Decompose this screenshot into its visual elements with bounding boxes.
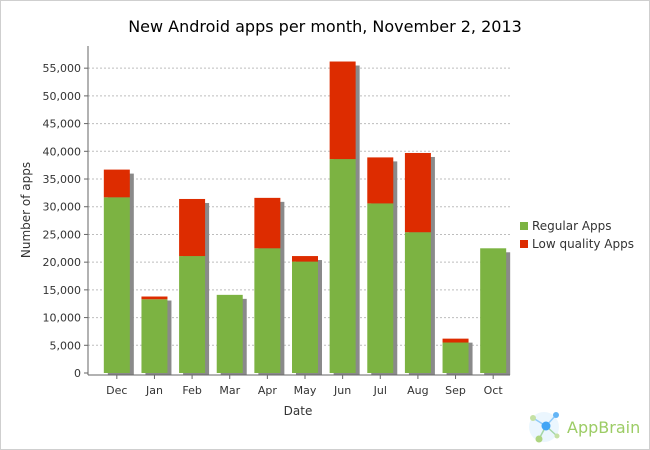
y-tick-label: 40,000 bbox=[43, 145, 82, 158]
bar-regular-apps-apr bbox=[254, 248, 281, 373]
x-tick-label: Oct bbox=[484, 384, 504, 397]
chart-title: New Android apps per month, November 2, … bbox=[128, 17, 522, 36]
x-tick-label: Feb bbox=[182, 384, 201, 397]
legend-label: Regular Apps bbox=[532, 219, 612, 233]
bar-low-quality-apps-dec bbox=[103, 169, 130, 198]
y-tick-label: 50,000 bbox=[43, 90, 82, 103]
legend-swatch bbox=[520, 222, 528, 230]
x-tick-label: Dec bbox=[106, 384, 127, 397]
x-tick-label: Jan bbox=[145, 384, 163, 397]
bar-low-quality-apps-jan bbox=[141, 296, 168, 300]
legend-swatch bbox=[520, 240, 528, 248]
bar-low-quality-apps-may bbox=[292, 256, 318, 262]
y-tick-label: 45,000 bbox=[43, 118, 82, 131]
x-tick-label: Sep bbox=[445, 384, 466, 397]
y-tick-label: 55,000 bbox=[43, 62, 82, 75]
y-tick-labels: 0 5,000 10,000 15,000 20,000 25,000 30,000 35,0… bbox=[43, 62, 88, 380]
y-tick-label: 5,000 bbox=[50, 339, 82, 352]
axes bbox=[87, 46, 510, 376]
bar-regular-apps-dec bbox=[103, 197, 130, 373]
x-tick-label: Apr bbox=[258, 384, 278, 397]
legend: Regular Apps Low quality Apps bbox=[520, 219, 634, 251]
x-tick-label: Mar bbox=[219, 384, 240, 397]
bar-regular-apps-jan bbox=[141, 299, 168, 373]
y-tick-label: 15,000 bbox=[43, 284, 82, 297]
bar-low-quality-apps-aug bbox=[404, 152, 431, 233]
bar-regular-apps-jul bbox=[367, 203, 394, 373]
bar-low-quality-apps-feb bbox=[179, 198, 206, 257]
bar-regular-apps-oct bbox=[480, 248, 507, 373]
legend-label: Low quality Apps bbox=[532, 237, 634, 251]
bar-regular-apps-mar bbox=[216, 294, 243, 373]
y-tick-label: 25,000 bbox=[43, 228, 82, 241]
y-tick-label: 10,000 bbox=[43, 312, 82, 325]
x-tick-label: Jul bbox=[373, 384, 387, 397]
y-tick-label: 35,000 bbox=[43, 173, 82, 186]
bar-low-quality-apps-jun bbox=[329, 61, 356, 160]
appbrain-logo: AppBrain bbox=[529, 412, 640, 443]
bar-regular-apps-sep bbox=[442, 342, 469, 373]
x-axis-label: Date bbox=[284, 404, 313, 418]
bar-low-quality-apps-sep bbox=[442, 338, 469, 343]
x-tick-label: Jun bbox=[333, 384, 351, 397]
y-tick-label: 20,000 bbox=[43, 256, 82, 269]
bar-regular-apps-jun bbox=[329, 159, 356, 373]
bar-low-quality-apps-apr bbox=[254, 197, 281, 249]
x-tick-label: Aug bbox=[407, 384, 428, 397]
bar-regular-apps-aug bbox=[404, 232, 431, 373]
x-tick-label: May bbox=[294, 384, 317, 397]
brand-name: AppBrain bbox=[567, 418, 640, 437]
y-tick-label: 0 bbox=[74, 367, 81, 380]
bars bbox=[103, 61, 507, 373]
y-tick-label: 30,000 bbox=[43, 201, 82, 214]
bar-regular-apps-may bbox=[292, 261, 318, 373]
bar-low-quality-apps-jul bbox=[367, 157, 394, 204]
bar-regular-apps-feb bbox=[179, 256, 206, 373]
network-nodes-icon bbox=[529, 412, 560, 443]
y-axis-label: Number of apps bbox=[19, 162, 33, 258]
x-tick-labels: Dec Jan Feb Mar Apr May Jun Jul Aug Sep Oct bbox=[106, 375, 503, 397]
